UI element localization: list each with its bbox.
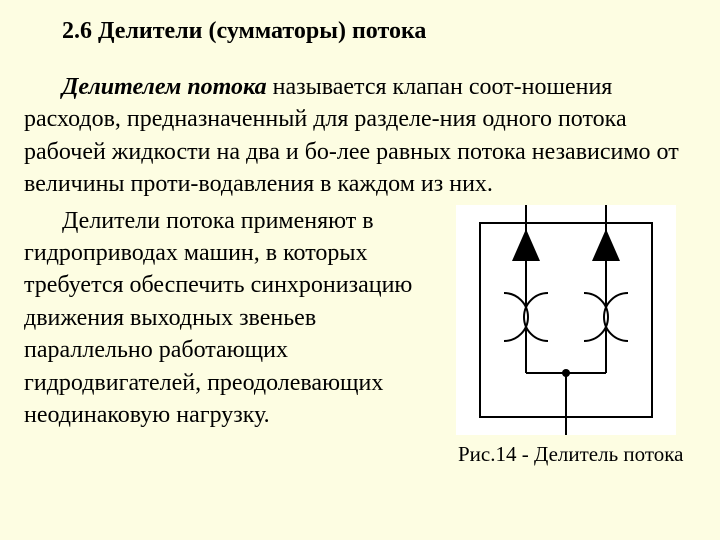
paragraph-2: Делители потока применяют в гидропривода… (24, 205, 414, 432)
flow-divider-diagram (456, 205, 676, 435)
paragraph-1: Делителем потока называется клапан соот-… (24, 71, 696, 201)
figure: Рис.14 - Делитель потока (456, 205, 696, 467)
figure-caption: Рис.14 - Делитель потока (456, 441, 696, 467)
term: Делителем потока (62, 74, 267, 100)
para2-text: Делители потока применяют в гидропривода… (24, 208, 412, 428)
section-heading: 2.6 Делители (сумматоры) потока (62, 18, 696, 45)
